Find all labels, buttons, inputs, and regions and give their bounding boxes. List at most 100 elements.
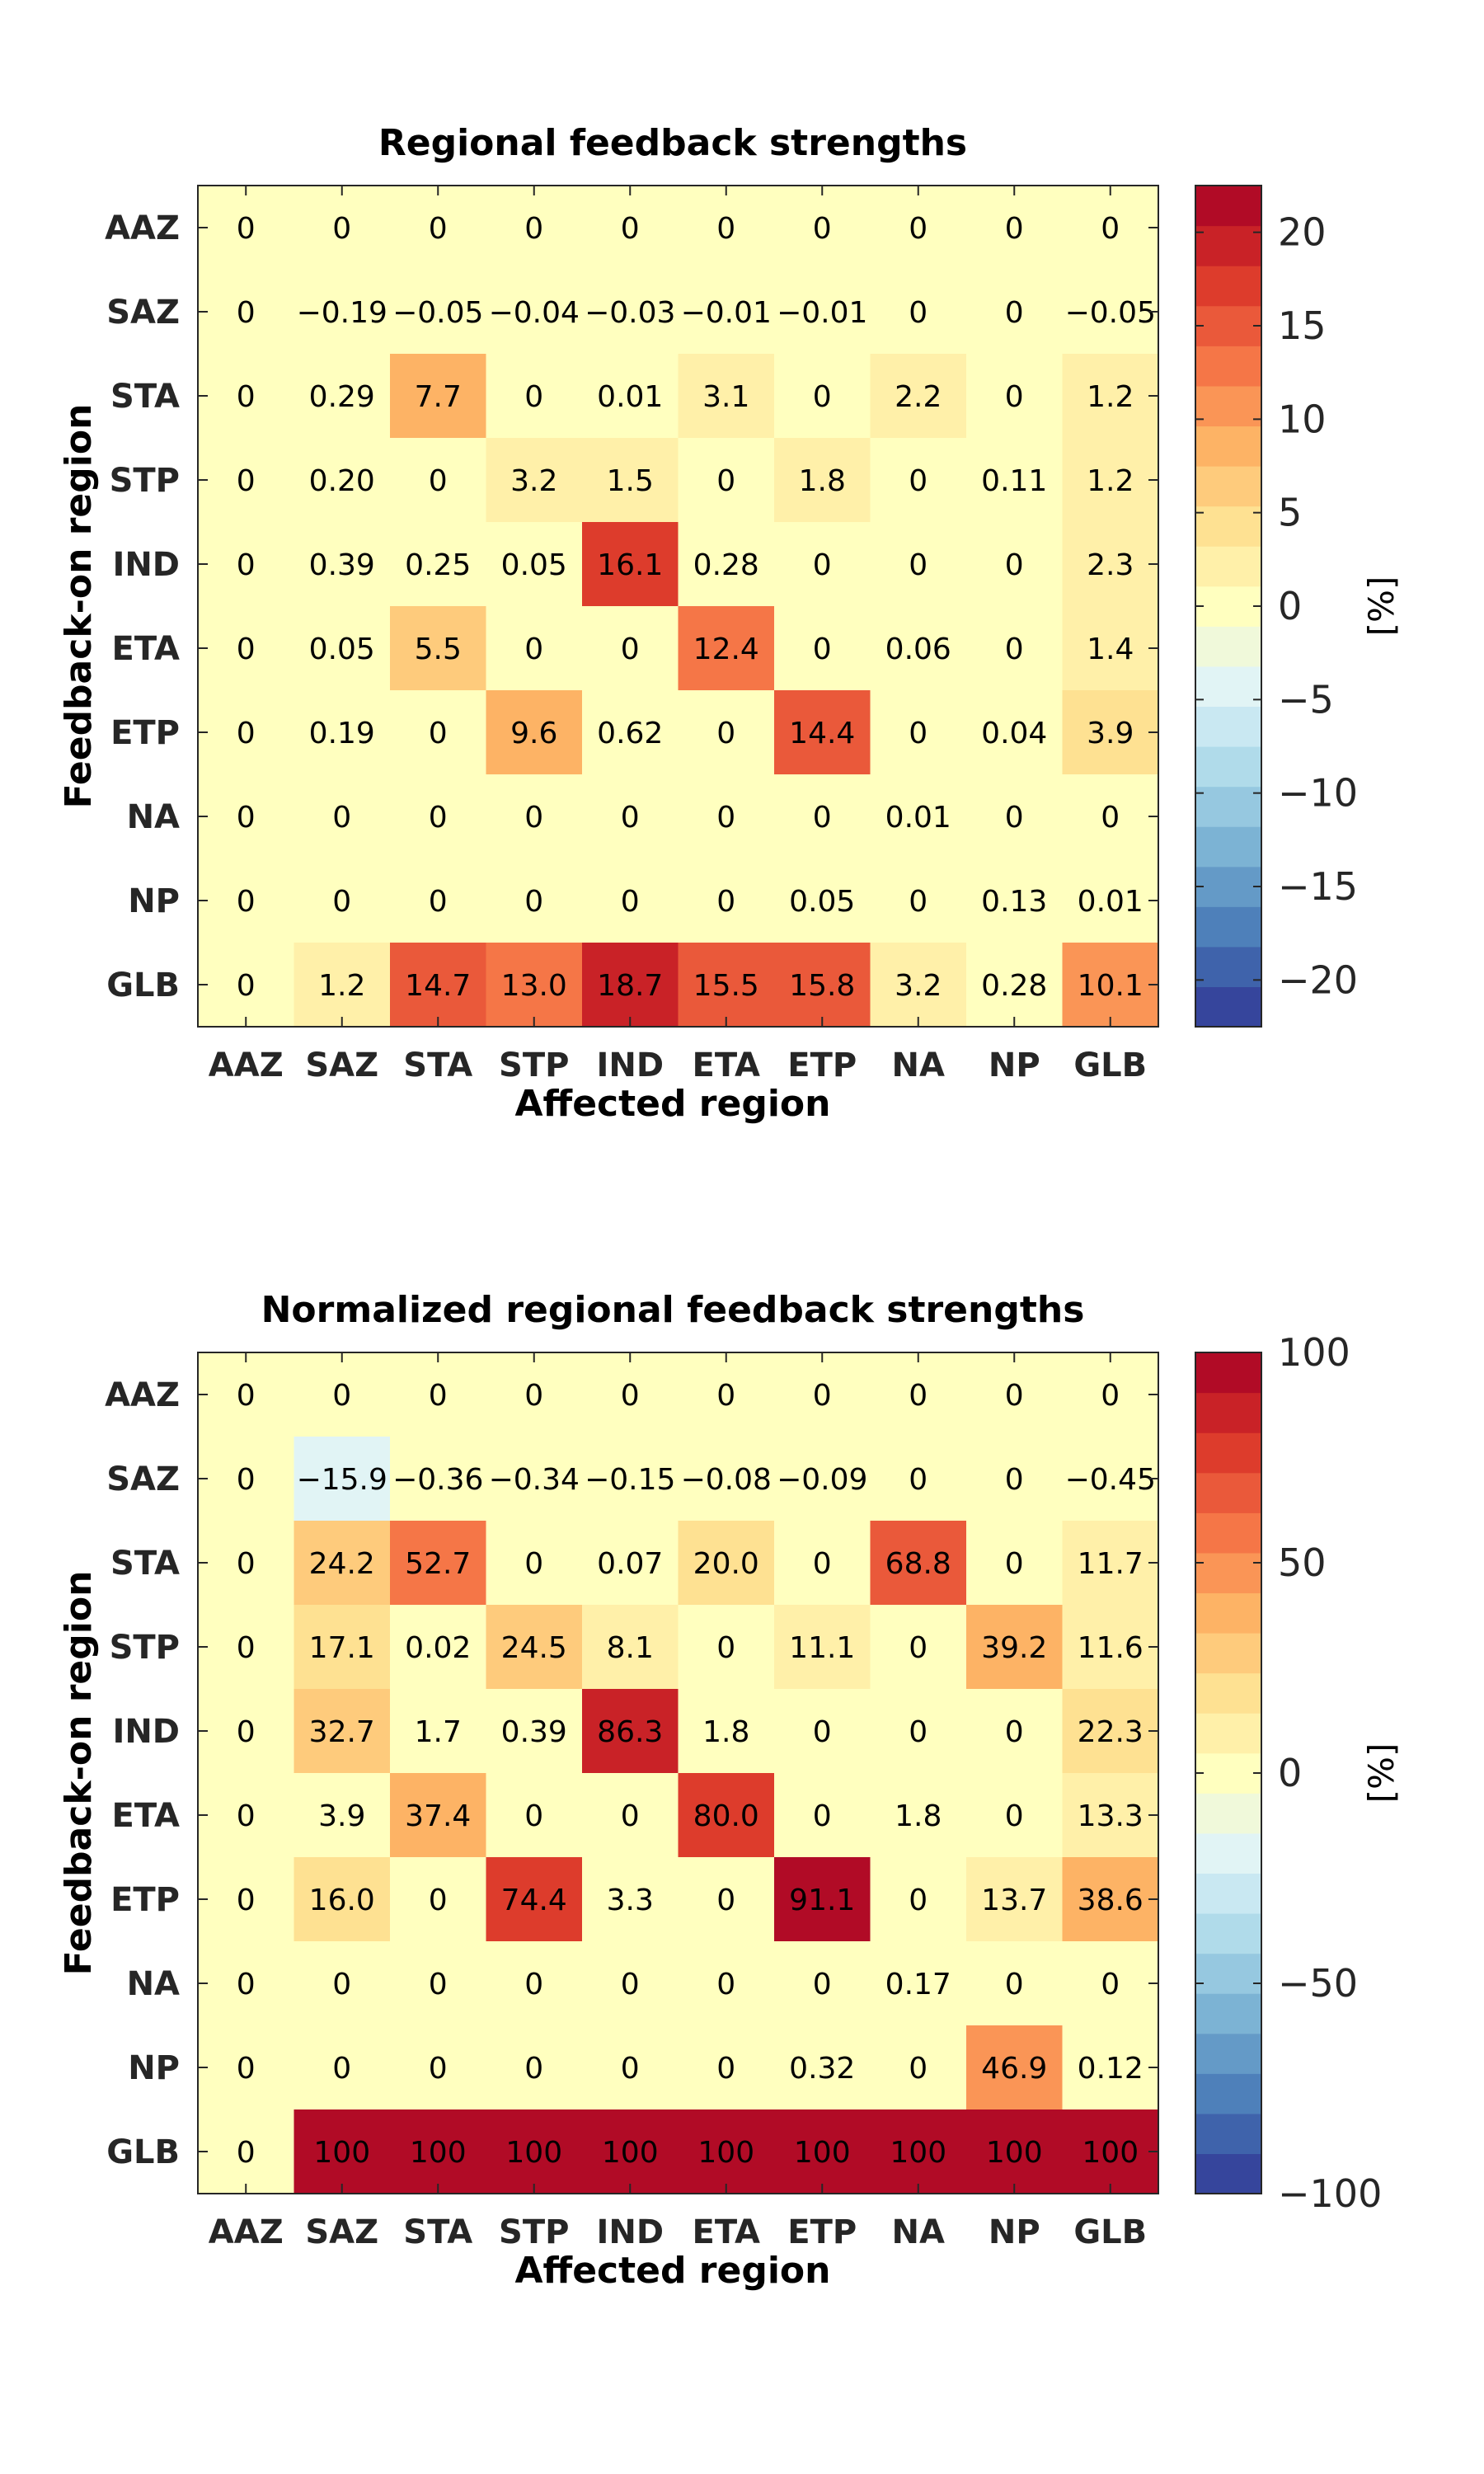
- y-tick-label: STP: [110, 462, 180, 500]
- cell-value-label: 3.2: [895, 969, 942, 1003]
- heatmap-cell: [966, 186, 1064, 270]
- heatmap-cell: [198, 1941, 295, 2026]
- y-tick-labels: AAZ SAZ STA STP IND ETA ETP NA NP GLB: [105, 209, 180, 1004]
- cell-value-label: −0.01: [681, 296, 772, 330]
- cell-value-label: 0: [909, 885, 928, 919]
- plot-frame: [197, 185, 1159, 1028]
- heatmap-cell: [198, 943, 295, 1028]
- heatmap-cell: [870, 1437, 967, 1522]
- cell-value-label: 0: [1005, 1547, 1024, 1581]
- cell-value-label: 0: [716, 885, 735, 919]
- cell-value-label: 24.2: [309, 1547, 375, 1581]
- y-tick-label: NA: [127, 798, 180, 836]
- cell-value-label: 0: [237, 1463, 256, 1497]
- colorbar-tick-label: 100: [1278, 1330, 1350, 1375]
- colorbar-band: [1195, 546, 1261, 587]
- heatmap-cell: [582, 690, 679, 775]
- x-tick-label: STP: [499, 2213, 569, 2251]
- cell-value-label: 0: [237, 801, 256, 835]
- cell-value-label: 0: [429, 464, 448, 498]
- heatmap-cell: [198, 354, 295, 439]
- heatmap-cell: [678, 270, 775, 355]
- heatmap-cell: [870, 1773, 967, 1858]
- x-tick-label: STP: [499, 1047, 569, 1084]
- heatmap-cell: [198, 1689, 295, 1774]
- cell-value-label: 0: [524, 801, 543, 835]
- cell-value-label: −0.03: [585, 296, 675, 330]
- cell-value-label: 13.0: [501, 969, 567, 1003]
- heatmap-cell: [870, 1689, 967, 1774]
- colorbar-band: [1195, 1873, 1261, 1914]
- axis-ticks: [198, 1352, 1158, 2194]
- cell-value-label: 15.8: [789, 969, 855, 1003]
- heatmap-cell: [1062, 1605, 1159, 1690]
- heatmap-cell: [1062, 186, 1159, 270]
- heatmap-cell: [390, 522, 487, 607]
- y-tick-label: NP: [128, 882, 180, 920]
- cell-value-label: 0: [813, 1799, 832, 1833]
- heatmap-cell: [582, 1352, 679, 1437]
- cell-value-label: 0: [716, 717, 735, 750]
- cell-value-label: 0: [1005, 1715, 1024, 1749]
- heatmap-cell: [1062, 943, 1159, 1028]
- heatmap-cell: [582, 1857, 679, 1942]
- cell-value-label: 0: [237, 969, 256, 1003]
- heatmap-cell: [486, 690, 583, 775]
- heatmap-cell: [486, 186, 583, 270]
- heatmap-cell: [870, 270, 967, 355]
- cell-value-label: 0: [621, 2052, 640, 2086]
- cell-value-label: 0.62: [597, 717, 663, 750]
- cell-value-label: 0: [621, 212, 640, 246]
- colorbar-band: [1195, 2153, 1261, 2194]
- cell-value-label: 0: [1005, 296, 1024, 330]
- heatmap-cell: [966, 1352, 1064, 1437]
- heatmap-cell: [678, 1857, 775, 1942]
- cell-value-label: 0: [237, 380, 256, 414]
- cell-value-label: 100: [410, 2136, 467, 2170]
- x-axis-label: Affected region: [515, 1083, 831, 1125]
- heatmap-cell: [486, 774, 583, 859]
- y-axis-label: Feedback-on region: [58, 404, 100, 809]
- heatmap-cell: [774, 690, 871, 775]
- heatmap-cell: [678, 2025, 775, 2110]
- heatmap-cell: [390, 2109, 487, 2194]
- heatmap-cell: [774, 354, 871, 439]
- heatmap-cell: [1062, 1437, 1159, 1522]
- heatmap-cell: [582, 774, 679, 859]
- heatmap-cell: [870, 1521, 967, 1606]
- cell-value-label: 0: [429, 2052, 448, 2086]
- cell-value-label: 68.8: [885, 1547, 951, 1581]
- y-tick-label: ETP: [110, 714, 180, 752]
- heatmap-cell: [294, 522, 391, 607]
- cell-value-label: 0: [1101, 1379, 1120, 1413]
- heatmap-cell: [198, 1857, 295, 1942]
- heatmap-cell: [870, 2025, 967, 2110]
- x-tick-label: AAZ: [209, 1047, 284, 1084]
- heatmap-cell: [678, 1605, 775, 1690]
- colorbar-band: [1195, 906, 1261, 948]
- cell-value-label: 0: [716, 1968, 735, 2001]
- cell-value-label: 0.02: [405, 1631, 471, 1665]
- heatmap-cell: [486, 1857, 583, 1942]
- cell-value-label: 0: [1005, 380, 1024, 414]
- heatmap-cell: [870, 774, 967, 859]
- cell-value-label: 0: [429, 212, 448, 246]
- heatmap-cell: [390, 186, 487, 270]
- cell-value-label: 0: [429, 1379, 448, 1413]
- heatmap-cell: [294, 186, 391, 270]
- cell-value-label: 0: [1005, 1463, 1024, 1497]
- cell-value-label: 0: [909, 2052, 928, 2086]
- heatmap-cell: [198, 186, 295, 270]
- heatmap-cell: [390, 943, 487, 1028]
- heatmap-cell: [678, 1521, 775, 1606]
- heatmap-cell: [678, 1437, 775, 1522]
- cell-value-label: 1.8: [895, 1799, 942, 1833]
- cell-value-label: 1.2: [318, 969, 365, 1003]
- cell-value-label: 0: [237, 1631, 256, 1665]
- cell-value-label: 1.4: [1087, 633, 1134, 666]
- heatmap-cell: [870, 1352, 967, 1437]
- heatmap-cell: [1062, 270, 1159, 355]
- heatmap-cell: [966, 438, 1064, 523]
- heatmap-cell: [198, 1352, 295, 1437]
